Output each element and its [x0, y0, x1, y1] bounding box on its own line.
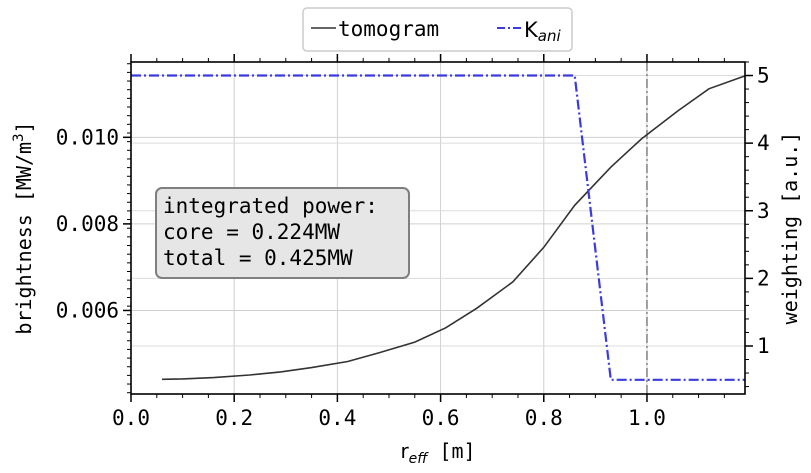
x-tick-label: 0.8	[525, 406, 563, 430]
x-tick-label: 1.0	[628, 406, 666, 430]
x-axis-label-subscript: eff	[409, 451, 430, 467]
annotation-line-total: total = 0.425MW	[163, 246, 353, 270]
y-right-tick-label: 1	[757, 334, 770, 358]
legend-label-tomogram: tomogram	[338, 17, 439, 41]
x-tick-label: 0.4	[318, 406, 356, 430]
x-axis-label: reff [m]	[400, 439, 475, 467]
y-axis-left-label-superscript: 3	[11, 133, 27, 141]
y-left-tick-label: 0.006	[56, 298, 119, 322]
x-tick-label: 0.2	[215, 406, 253, 430]
series-line-tomogram	[161, 75, 746, 381]
y-right-tick-label: 4	[757, 131, 770, 155]
y-right-tick-label: 5	[757, 64, 770, 88]
x-tick-label: 0.6	[422, 406, 460, 430]
x-axis-label-unit: [m]	[427, 439, 475, 463]
y-left-tick-label: 0.008	[56, 212, 119, 236]
annotation-line-title: integrated power:	[163, 194, 378, 218]
y-axis-right-label: weighting [a.u.]	[778, 132, 802, 325]
legend: tomogram Kani	[302, 7, 573, 52]
y-axis-left-label: brightness [MW/m3]	[11, 121, 36, 334]
series-line-kani	[131, 74, 745, 381]
y-axis-left-label-close: ]	[12, 121, 36, 133]
x-axis-label-base: r	[400, 439, 409, 463]
series-layer	[131, 74, 746, 381]
legend-label-kani-base: K	[524, 18, 539, 42]
legend-label-kani-subscript: ani	[538, 27, 562, 45]
legend-frame	[302, 7, 573, 52]
y-right-tick-label: 2	[757, 266, 770, 290]
legend-label-kani: Kani	[524, 18, 561, 45]
annotation-box-background	[155, 187, 410, 279]
y-axis-left-label-text: brightness [MW/m	[12, 142, 36, 335]
integrated-power-box: integrated power: core = 0.224MW total =…	[155, 187, 410, 279]
x-tick-label: 0.0	[112, 406, 150, 430]
annotation-line-core: core = 0.224MW	[163, 220, 340, 244]
y-left-tick-label: 0.010	[56, 125, 119, 149]
y-right-tick-label: 3	[757, 199, 770, 223]
ticks-layer: 0.0 0.2 0.4 0.6 0.8 1.0 0.006 0.008 0.010 1 2 3 4 5	[56, 54, 770, 430]
